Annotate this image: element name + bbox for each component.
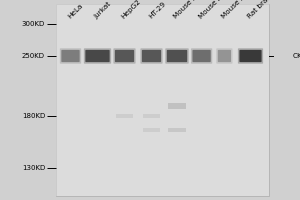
FancyBboxPatch shape: [115, 50, 134, 62]
Text: Mouse liver: Mouse liver: [220, 0, 254, 20]
FancyBboxPatch shape: [142, 50, 161, 62]
FancyBboxPatch shape: [85, 50, 110, 62]
Bar: [143, 114, 160, 118]
Bar: [143, 128, 160, 132]
Text: 130KD: 130KD: [22, 165, 45, 171]
FancyBboxPatch shape: [216, 48, 232, 64]
FancyBboxPatch shape: [84, 48, 111, 64]
Text: Mouse lung: Mouse lung: [197, 0, 231, 20]
Text: Rat brain: Rat brain: [246, 0, 274, 20]
FancyBboxPatch shape: [61, 50, 80, 62]
FancyBboxPatch shape: [239, 50, 262, 62]
Text: 180KD: 180KD: [22, 113, 45, 119]
Text: Mouse brain: Mouse brain: [173, 0, 208, 20]
FancyBboxPatch shape: [193, 50, 211, 62]
Text: HepG2: HepG2: [120, 0, 142, 20]
Text: CKAP5: CKAP5: [292, 53, 300, 59]
FancyBboxPatch shape: [191, 48, 212, 64]
FancyBboxPatch shape: [167, 50, 187, 62]
FancyBboxPatch shape: [218, 50, 231, 62]
Bar: [56, 4, 268, 196]
FancyBboxPatch shape: [113, 48, 136, 64]
Bar: [56, 4, 268, 196]
FancyBboxPatch shape: [140, 48, 163, 64]
Text: 250KD: 250KD: [22, 53, 45, 59]
Text: 300KD: 300KD: [22, 21, 45, 27]
Text: HT-29: HT-29: [147, 1, 167, 20]
FancyBboxPatch shape: [60, 48, 81, 64]
FancyBboxPatch shape: [165, 48, 189, 64]
FancyBboxPatch shape: [238, 48, 263, 64]
Bar: [116, 114, 133, 118]
Text: HeLa: HeLa: [66, 3, 83, 20]
Bar: [168, 103, 186, 109]
Text: Jurkat: Jurkat: [93, 1, 112, 20]
Bar: [168, 128, 186, 132]
